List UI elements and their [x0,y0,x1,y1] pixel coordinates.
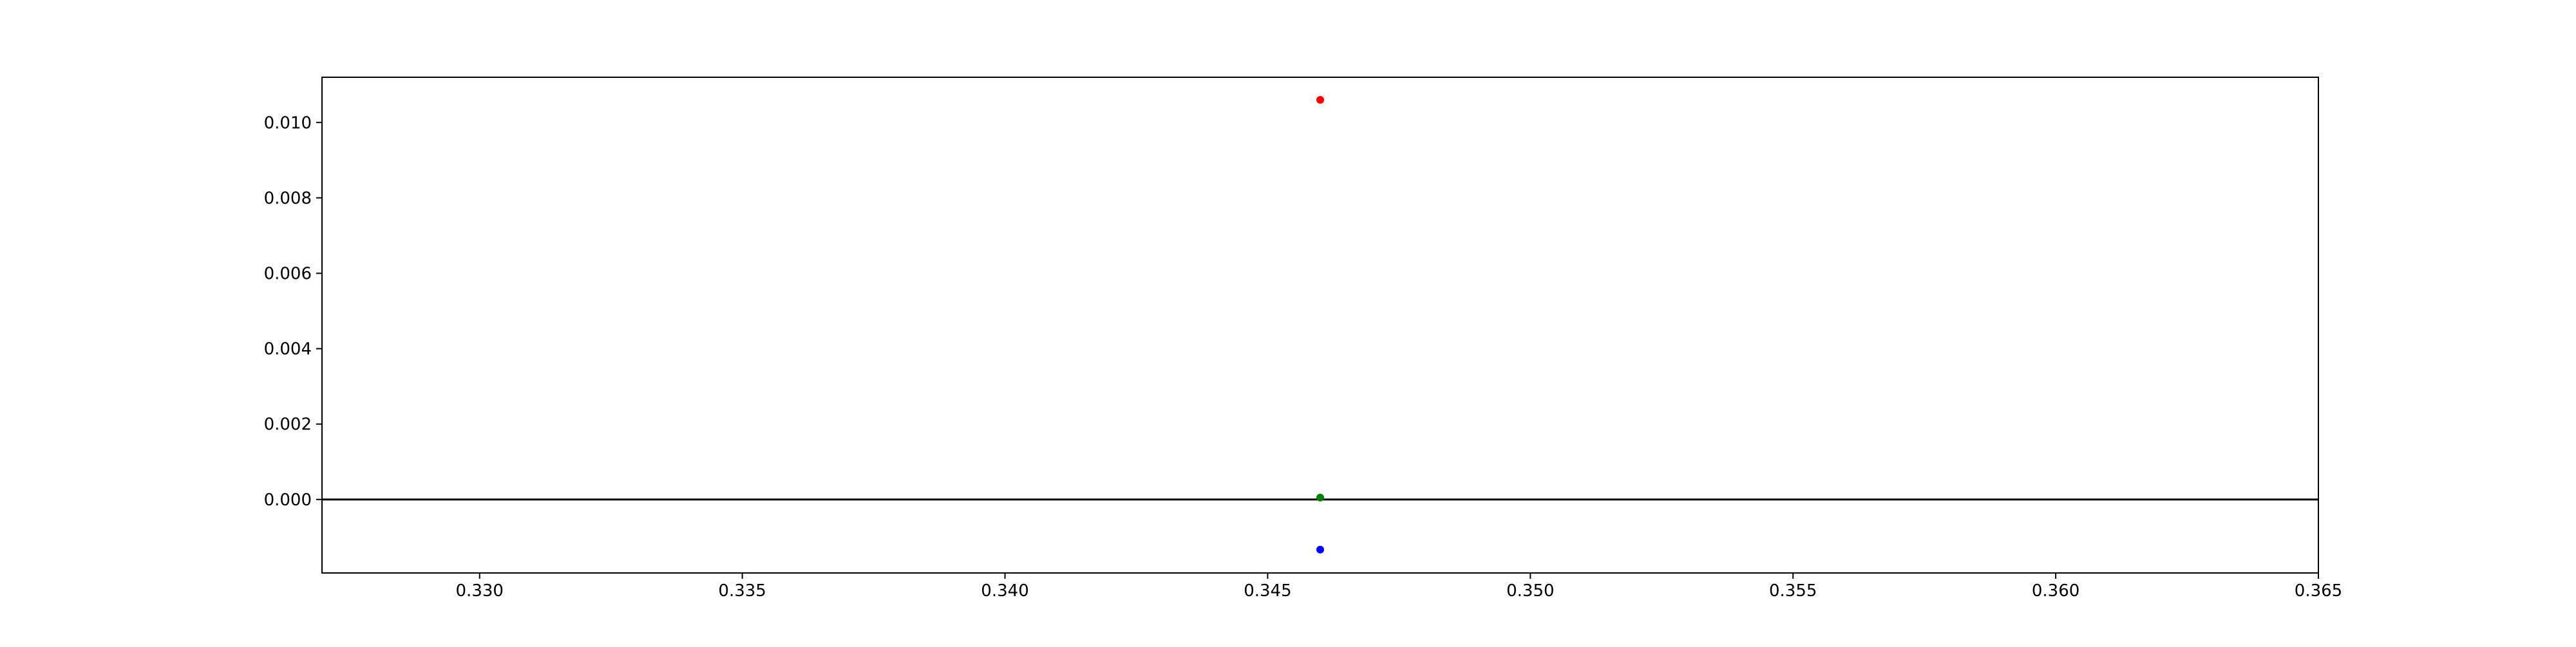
data-point [1316,493,1324,502]
y-axis: 0.000 0.002 0.004 0.006 0.008 0.010 [264,113,322,510]
data-point [1316,96,1324,104]
points-layer [1316,96,1324,554]
plot-frame [321,77,2319,574]
x-tick-label: 0.350 [1506,581,1554,601]
y-tick-label: 0.002 [264,415,312,435]
x-axis: 0.330 0.335 0.340 0.345 0.350 0.355 0.360 0.365 [456,573,2342,601]
x-tick-label: 0.360 [2032,581,2079,601]
data-point [1316,545,1324,554]
plot-area [322,77,2318,573]
y-tick-label: 0.004 [264,340,312,359]
x-tick-label: 0.355 [1769,581,1817,601]
x-tick-label: 0.330 [456,581,504,601]
y-tick-label: 0.000 [264,491,312,510]
x-tick-label: 0.335 [718,581,766,601]
x-tick-label: 0.365 [2295,581,2342,601]
y-tick-label: 0.010 [264,113,312,133]
y-tick-label: 0.008 [264,189,312,208]
x-tick-label: 0.345 [1244,581,1291,601]
x-tick-label: 0.340 [981,581,1028,601]
y-tick-label: 0.006 [264,264,312,283]
